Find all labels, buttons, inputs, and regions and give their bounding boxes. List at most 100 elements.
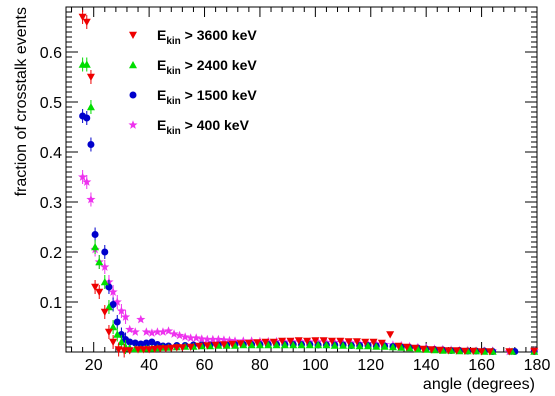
data-point: [286, 337, 295, 345]
legend-label-prefix: E: [157, 27, 166, 43]
data-point: [172, 344, 181, 352]
x-axis-title: angle (degrees): [423, 376, 535, 393]
data-point: [150, 345, 159, 353]
data-point: [134, 346, 143, 354]
data-point: [322, 341, 331, 349]
data-point: [145, 346, 154, 354]
data-point: [126, 338, 134, 346]
series-0-markers: [78, 10, 539, 358]
legend-label-suffix: > 3600 keV: [181, 27, 258, 43]
data-point: [380, 342, 389, 350]
y-tick-label: 0.5: [40, 95, 62, 112]
data-point: [247, 341, 256, 349]
data-point: [158, 327, 168, 336]
data-point: [327, 337, 336, 345]
legend-entry-2: Ekin > 1500 keV: [157, 87, 257, 107]
data-point: [311, 337, 320, 345]
legend-label-suffix: > 2400 keV: [181, 57, 258, 73]
data-point: [131, 339, 139, 347]
data-point: [125, 324, 135, 334]
data-point: [477, 348, 486, 356]
data-point: [224, 335, 235, 345]
data-point: [419, 345, 428, 353]
data-point: [255, 341, 264, 349]
data-point: [505, 348, 514, 356]
data-point: [244, 339, 253, 347]
axis-ticks: [66, 7, 538, 352]
data-point: [202, 334, 212, 344]
x-tick-label: 40: [140, 357, 158, 374]
axis-tick-labels: 20 40 60 80 100 120 140 160 180 0.1 0.2 0.3 0.4 0.5 0.…: [40, 45, 551, 374]
data-point: [388, 343, 397, 351]
data-point: [452, 347, 461, 355]
data-point: [186, 343, 195, 351]
data-point: [175, 330, 185, 340]
y-tick-label: 0.3: [40, 195, 62, 212]
legend-marker-0: [129, 31, 137, 39]
data-point: [402, 343, 411, 351]
legend-entry-1: Ekin > 2400 keV: [157, 57, 257, 77]
y-tick-label: 0.2: [40, 245, 62, 262]
x-tick-label: 140: [413, 357, 440, 374]
data-point: [355, 342, 364, 350]
data-point: [485, 348, 494, 356]
y-tick-label: 0.1: [40, 295, 62, 312]
data-point: [148, 338, 156, 346]
data-point: [194, 342, 203, 350]
data-point: [228, 340, 237, 348]
legend-entry-3: Ekin > 400 keV: [157, 117, 250, 137]
data-point: [352, 338, 361, 346]
data-point: [347, 341, 356, 349]
data-point: [219, 341, 228, 349]
data-point: [231, 341, 240, 349]
legend-label-subscript: kin: [166, 36, 180, 47]
x-tick-label: 80: [251, 357, 269, 374]
data-point: [197, 334, 207, 343]
data-point: [167, 344, 176, 352]
data-point: [530, 347, 539, 355]
data-point: [377, 339, 386, 347]
legend: Ekin > 3600 keV Ekin > 2400 keV Ekin > 150…: [128, 27, 257, 137]
data-point: [186, 333, 196, 342]
data-point: [191, 333, 201, 342]
data-point: [469, 347, 478, 355]
data-point: [436, 346, 445, 354]
x-tick-label: 60: [196, 357, 214, 374]
data-point: [261, 338, 270, 346]
data-point: [372, 342, 381, 350]
legend-marker-3: [128, 120, 138, 129]
legend-label-subscript: kin: [166, 96, 180, 107]
data-point: [339, 341, 348, 349]
data-point: [344, 338, 353, 346]
data-point: [169, 329, 179, 338]
legend-label-prefix: E: [157, 87, 166, 103]
data-point: [163, 326, 174, 335]
legend-label-suffix: > 400 keV: [181, 117, 250, 133]
x-tick-label: 100: [302, 357, 329, 374]
data-point: [411, 344, 420, 352]
data-point: [294, 337, 303, 345]
data-point: [297, 341, 306, 349]
data-point: [394, 342, 403, 350]
x-tick-label: 20: [85, 357, 103, 374]
x-tick-label: 180: [524, 357, 551, 374]
data-point: [156, 345, 165, 353]
data-point: [180, 332, 190, 341]
data-point: [397, 343, 406, 351]
data-point: [444, 347, 453, 355]
data-point: [239, 341, 248, 349]
legend-label-prefix: E: [157, 117, 166, 133]
data-point: [460, 347, 469, 355]
y-tick-label: 0.4: [40, 145, 62, 162]
data-point: [386, 331, 395, 339]
legend-label-subscript: kin: [166, 126, 180, 137]
data-point: [211, 341, 220, 349]
plot-border: [65, 6, 538, 353]
data-point: [280, 341, 289, 349]
data-point: [178, 344, 187, 352]
data-point: [272, 341, 281, 349]
data-point: [230, 336, 240, 345]
data-markers: [78, 10, 539, 358]
x-tick-label: 160: [468, 357, 495, 374]
